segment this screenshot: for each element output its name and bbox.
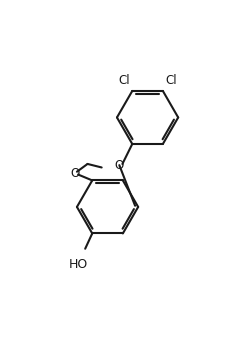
Text: O: O [70,167,79,180]
Text: O: O [115,159,124,172]
Text: Cl: Cl [118,75,130,87]
Text: HO: HO [68,258,88,271]
Text: Cl: Cl [165,75,177,87]
